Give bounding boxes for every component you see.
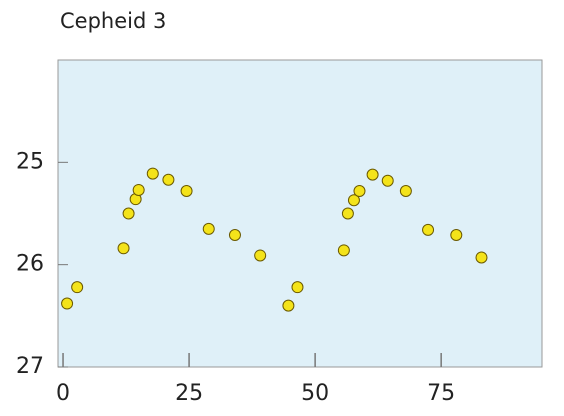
x-tick-label: 0 (56, 381, 70, 406)
y-tick-label: 25 (16, 149, 44, 174)
point (291, 281, 304, 294)
x-tick-label: 50 (301, 381, 329, 406)
point (353, 184, 366, 197)
y-tick-label: 27 (16, 354, 44, 379)
point (117, 242, 130, 255)
point (422, 223, 435, 236)
point (475, 251, 488, 264)
point (146, 167, 159, 180)
point (228, 228, 241, 241)
point (347, 194, 360, 207)
chart-title: Cepheid 3 (60, 9, 166, 33)
point (122, 207, 135, 220)
plot-area (57, 59, 543, 368)
point (132, 183, 145, 196)
point (202, 222, 215, 235)
point (61, 297, 74, 310)
point (341, 207, 354, 220)
point (162, 173, 175, 186)
x-tick-label: 75 (427, 381, 455, 406)
point (366, 168, 379, 181)
point (399, 184, 412, 197)
point (71, 281, 84, 294)
point (282, 299, 295, 312)
point (337, 244, 350, 257)
x-tick-label: 25 (175, 381, 203, 406)
point (381, 174, 394, 187)
point (180, 184, 193, 197)
y-tick-label: 26 (16, 252, 44, 277)
point (450, 228, 463, 241)
point (254, 249, 267, 262)
